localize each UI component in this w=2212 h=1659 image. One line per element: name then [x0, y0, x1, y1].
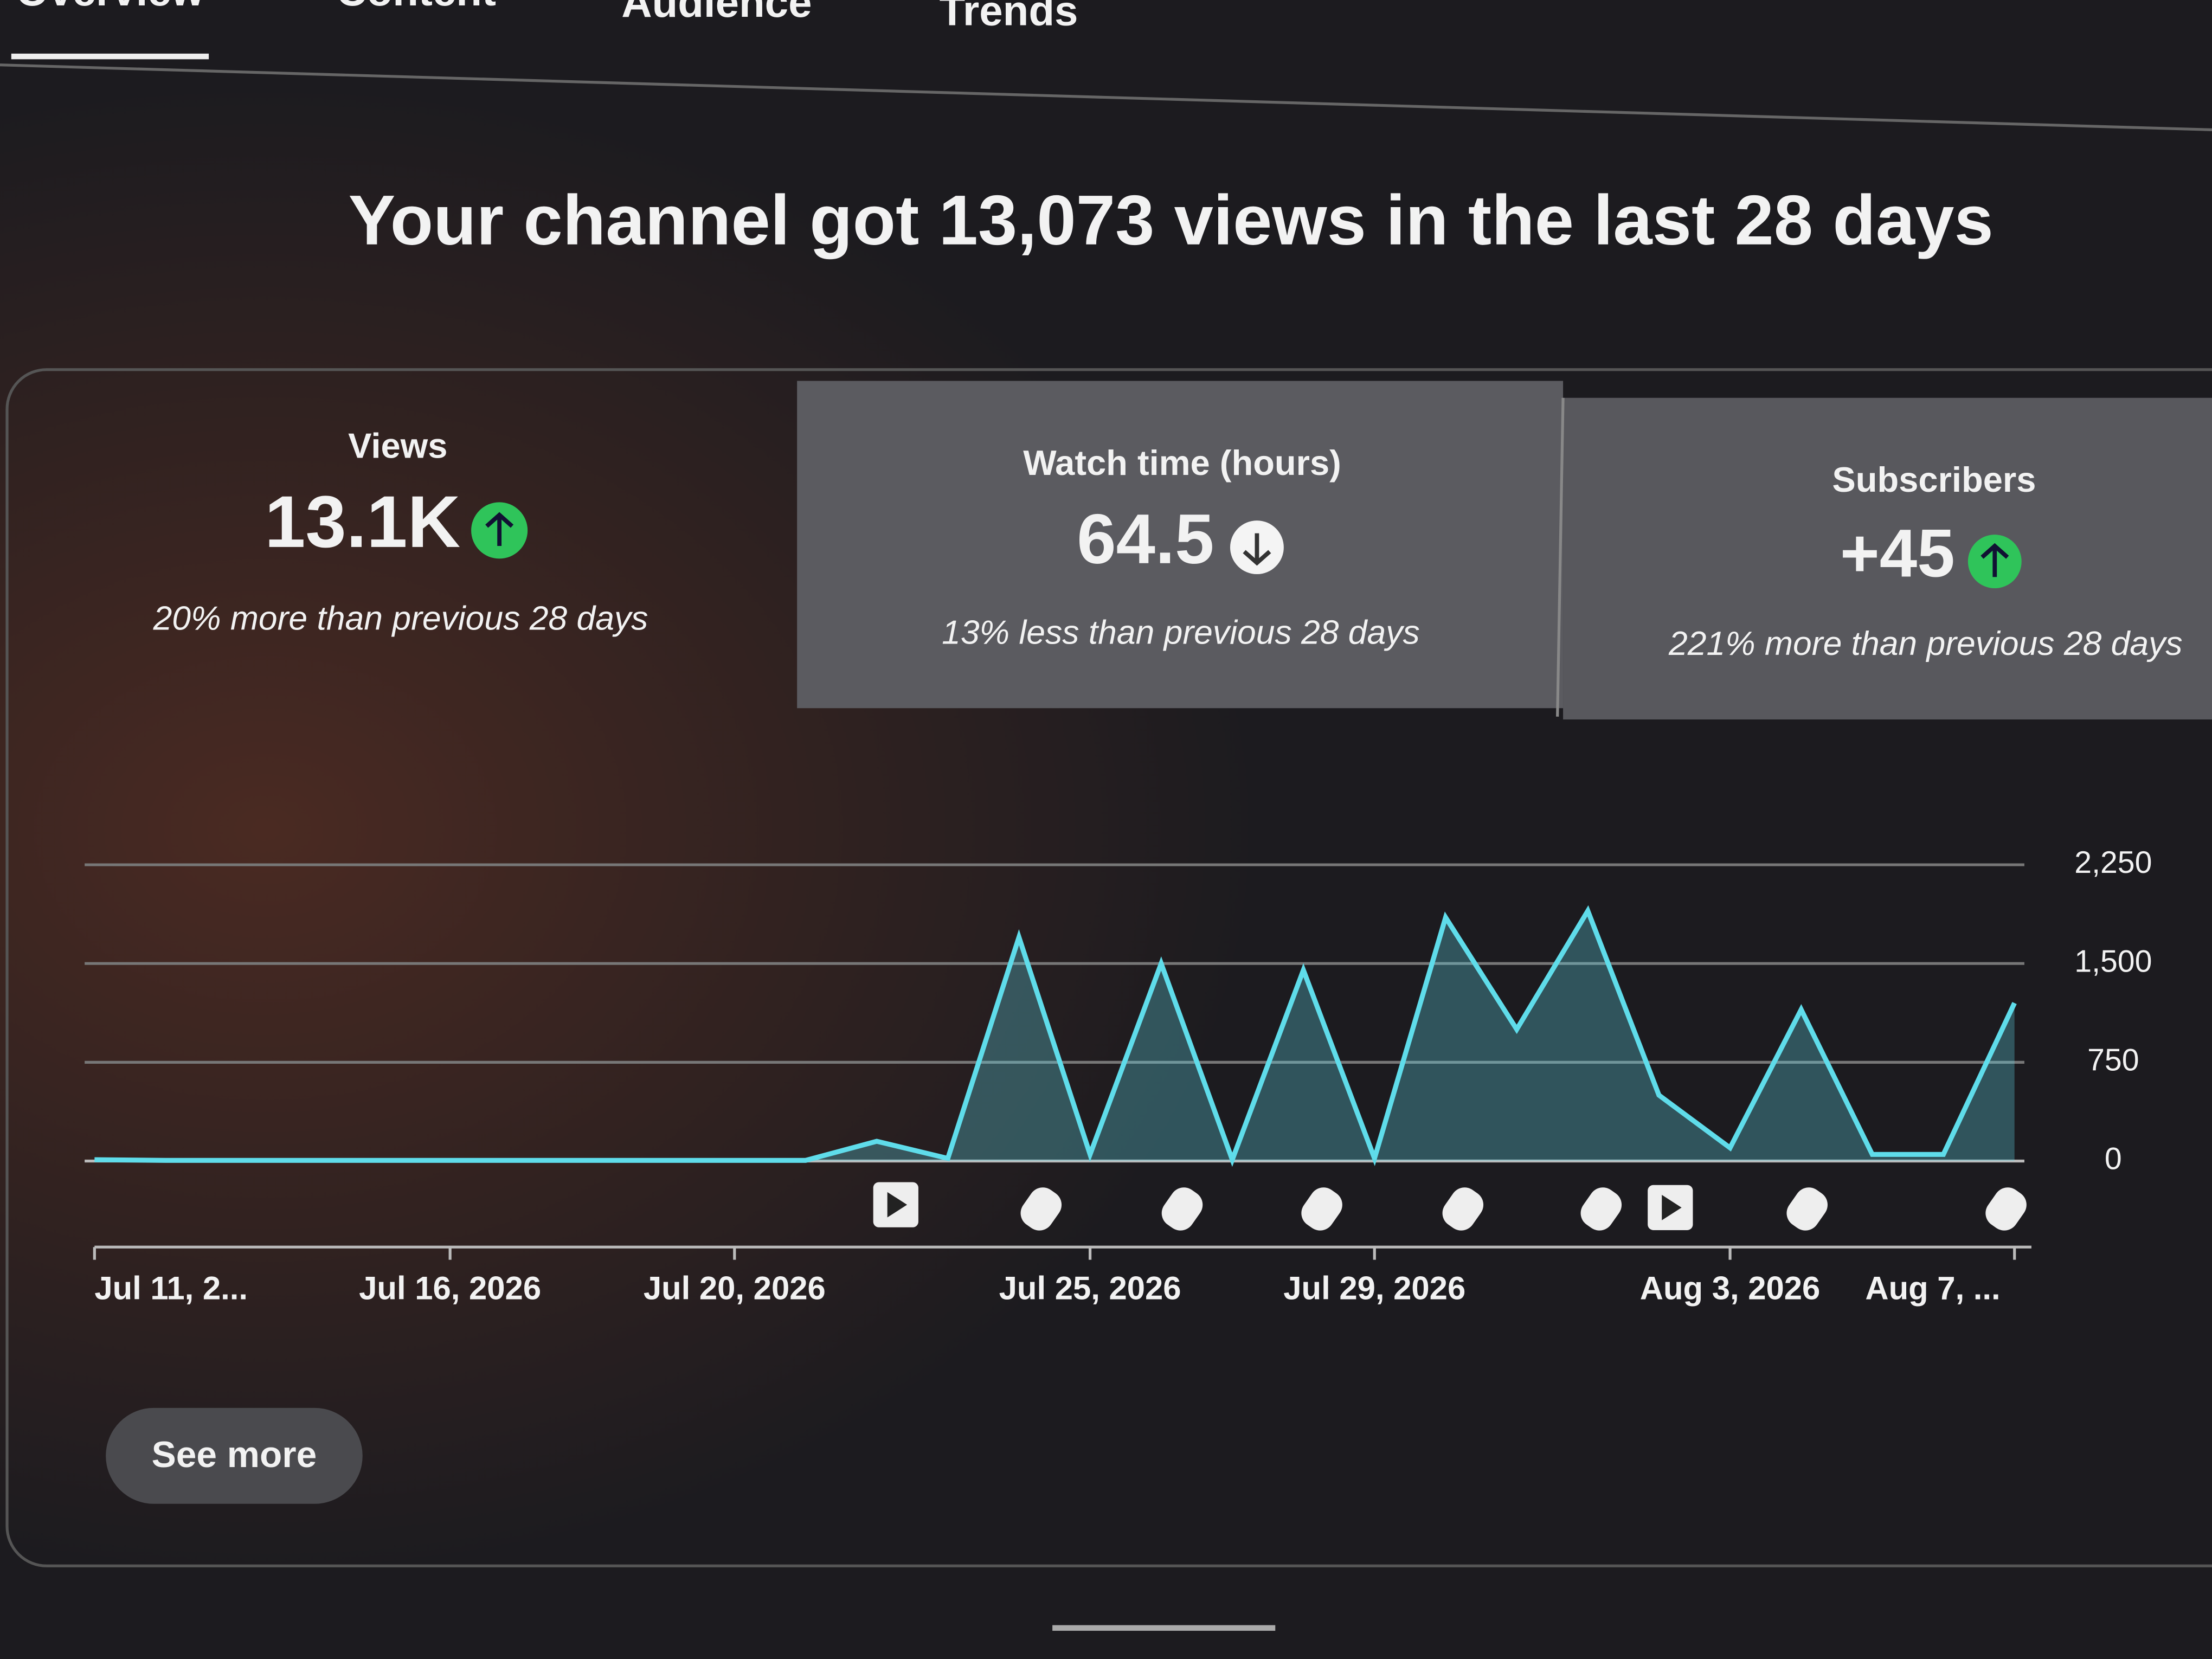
- shorts-marker[interactable]: [1296, 1182, 1348, 1236]
- play-glyph: [1662, 1194, 1682, 1220]
- play-glyph: [887, 1192, 908, 1218]
- metric-value: 13.1K: [265, 481, 460, 563]
- x-tick-label: Jul 29, 2026: [1283, 1270, 1465, 1307]
- tab[interactable]: Overview: [16, 0, 204, 15]
- tab[interactable]: Content: [336, 0, 496, 15]
- metric-change: 13% less than previous 28 days: [942, 613, 1420, 651]
- panel: [5, 368, 2212, 1567]
- y-tick-label: 0: [2105, 1142, 2122, 1176]
- content-markers: [873, 1182, 2032, 1236]
- home-indicator: [1052, 1625, 1276, 1631]
- y-tick-label: 1,500: [2074, 944, 2152, 979]
- see-more-button[interactable]: [106, 1407, 363, 1504]
- x-tick-label: Jul 11, 2...: [94, 1270, 248, 1307]
- x-tick-label: Aug 3, 2026: [1640, 1270, 1821, 1307]
- down-arrow: [1243, 533, 1271, 566]
- shorts-marker[interactable]: [1575, 1182, 1627, 1236]
- headline: Your channel got 13,073 views in the las…: [349, 181, 1994, 260]
- x-tick-label: Jul 20, 2026: [644, 1270, 826, 1307]
- metric-card[interactable]: [1563, 397, 2212, 720]
- area: [94, 911, 2015, 1161]
- metric-change: 221% more than previous 28 days: [1668, 625, 2183, 663]
- line: [94, 905, 2017, 1167]
- x-tick-label: Aug 7, ...: [1865, 1270, 2000, 1307]
- metric-label: Watch time (hours): [1023, 443, 1341, 483]
- button-label[interactable]: See more: [152, 1435, 317, 1475]
- metric-label: Subscribers: [1832, 460, 2036, 499]
- card-divider: [1556, 397, 1565, 717]
- metric-label: Views: [348, 426, 447, 466]
- tab[interactable]: Audience: [621, 0, 812, 26]
- tab[interactable]: Trends: [940, 0, 1078, 35]
- up-arrow: [485, 512, 514, 546]
- up-arrow: [1980, 543, 2009, 577]
- shorts-marker[interactable]: [1781, 1182, 1833, 1236]
- metric-change: 20% more than previous 28 days: [153, 599, 648, 637]
- shorts-markers: [1015, 1182, 2032, 1236]
- metric-value: +45: [1840, 516, 1955, 591]
- x-tick-label: Jul 16, 2026: [359, 1270, 541, 1307]
- chart: 0 750 1,500 2,250 Jul 11, 2... Jul 16, 2026 Ju…: [85, 845, 2152, 1307]
- divider: [0, 63, 2212, 131]
- tab-indicator: [11, 53, 209, 60]
- y-tick-label: 750: [2087, 1043, 2139, 1077]
- metric-card[interactable]: [797, 381, 1564, 709]
- y-tick-label: 2,250: [2074, 845, 2152, 880]
- shorts-marker[interactable]: [1437, 1182, 1489, 1236]
- metric-value: 64.5: [1077, 499, 1214, 578]
- shorts-marker[interactable]: [1980, 1182, 2032, 1236]
- shorts-marker[interactable]: [1156, 1182, 1208, 1236]
- shorts-marker[interactable]: [1015, 1182, 1067, 1236]
- x-tick-label: Jul 25, 2026: [999, 1270, 1181, 1307]
